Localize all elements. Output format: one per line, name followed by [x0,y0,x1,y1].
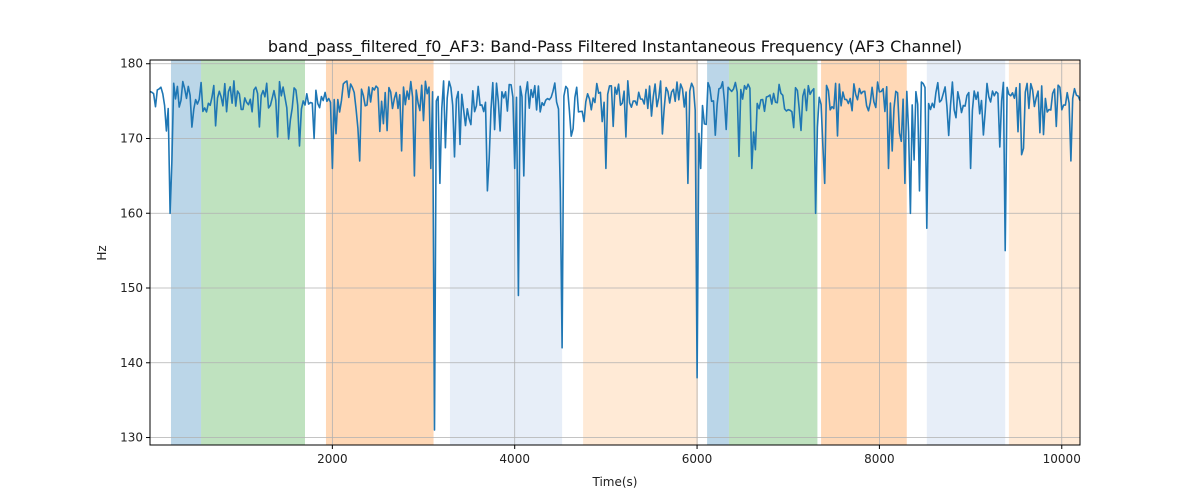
series-line [149,80,1081,431]
y-tick-label: 170 [120,131,143,145]
x-tick-label: 10000 [1043,452,1081,466]
grid-lines [150,60,1080,445]
y-tick-label: 160 [120,206,143,220]
band-8 [926,60,1006,445]
x-tick-label: 2000 [317,452,348,466]
plot-frame [149,59,1081,446]
chart-title: band_pass_filtered_f0_AF3: Band-Pass Fil… [268,37,962,57]
x-tick-label: 4000 [499,452,530,466]
band-4 [583,60,698,445]
x-axis-title: Time(s) [592,475,638,489]
y-axis-title: Hz [95,245,109,260]
band-5 [707,60,729,445]
band-3 [449,60,563,445]
y-tick-label: 140 [120,356,143,370]
x-tick-label: 6000 [682,452,713,466]
y-tick-label: 180 [120,57,143,71]
band-0 [170,60,202,445]
x-tick-label: 8000 [864,452,895,466]
band-7 [821,60,907,445]
y-axis-ticks: 130 140 150 160 170 180 [120,57,150,445]
band-6 [728,60,818,445]
x-axis-ticks: 2000 4000 6000 8000 10000 [317,445,1081,466]
y-tick-label: 130 [120,431,143,445]
y-tick-label: 150 [120,281,143,295]
